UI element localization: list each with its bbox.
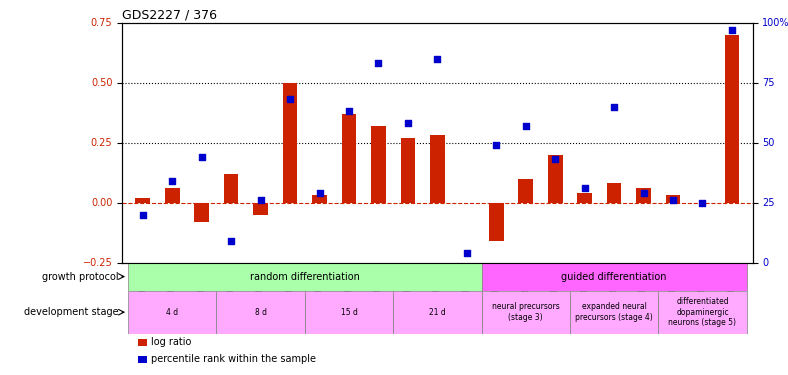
Bar xyxy=(128,291,217,334)
Text: 8 d: 8 d xyxy=(255,308,266,316)
Point xyxy=(608,104,620,110)
Point xyxy=(255,197,267,203)
Point xyxy=(490,142,503,148)
Bar xyxy=(305,291,393,334)
Text: expanded neural
precursors (stage 4): expanded neural precursors (stage 4) xyxy=(575,303,653,322)
Bar xyxy=(430,135,444,202)
Text: growth protocol: growth protocol xyxy=(42,272,118,282)
Point xyxy=(284,96,296,102)
Point xyxy=(136,211,149,217)
Text: 4 d: 4 d xyxy=(166,308,178,316)
Text: percentile rank within the sample: percentile rank within the sample xyxy=(151,354,315,364)
Bar xyxy=(136,198,151,202)
Bar xyxy=(195,202,209,222)
Text: guided differentiation: guided differentiation xyxy=(561,272,667,282)
Text: log ratio: log ratio xyxy=(151,338,191,347)
Bar xyxy=(548,154,563,203)
Point xyxy=(343,108,355,114)
Bar xyxy=(578,193,592,202)
Bar xyxy=(481,291,570,334)
Point xyxy=(637,190,650,196)
Point xyxy=(372,60,385,66)
Point xyxy=(431,56,444,62)
Point xyxy=(726,27,738,33)
Point xyxy=(225,238,237,244)
Bar xyxy=(393,291,481,334)
Point xyxy=(519,123,532,129)
Bar xyxy=(481,262,747,291)
Bar xyxy=(312,195,327,202)
Bar xyxy=(128,262,481,291)
Text: random differentiation: random differentiation xyxy=(250,272,359,282)
Bar xyxy=(253,202,268,214)
Bar xyxy=(224,174,239,202)
Point xyxy=(195,154,208,160)
Text: 15 d: 15 d xyxy=(340,308,358,316)
Point xyxy=(549,156,562,162)
Bar xyxy=(371,126,386,202)
Bar xyxy=(165,188,180,202)
Text: neural precursors
(stage 3): neural precursors (stage 3) xyxy=(492,303,559,322)
Bar xyxy=(400,138,415,202)
Bar xyxy=(666,195,680,202)
Point xyxy=(402,120,414,126)
Point xyxy=(696,200,708,206)
Bar xyxy=(658,291,747,334)
Point xyxy=(313,190,325,196)
Text: 21 d: 21 d xyxy=(429,308,446,316)
Point xyxy=(578,185,591,191)
Bar xyxy=(519,178,533,203)
Bar xyxy=(724,34,739,203)
Bar xyxy=(570,291,658,334)
Text: differentiated
dopaminergic
neurons (stage 5): differentiated dopaminergic neurons (sta… xyxy=(668,297,737,327)
Text: GDS2227 / 376: GDS2227 / 376 xyxy=(122,8,217,21)
Bar xyxy=(283,82,297,203)
Bar xyxy=(607,183,622,203)
Point xyxy=(166,178,179,184)
Bar xyxy=(342,114,356,202)
Point xyxy=(667,197,679,203)
Bar xyxy=(636,188,651,202)
Text: development stage: development stage xyxy=(24,307,118,317)
Bar xyxy=(489,202,504,241)
Point xyxy=(460,250,473,256)
Bar xyxy=(217,291,305,334)
